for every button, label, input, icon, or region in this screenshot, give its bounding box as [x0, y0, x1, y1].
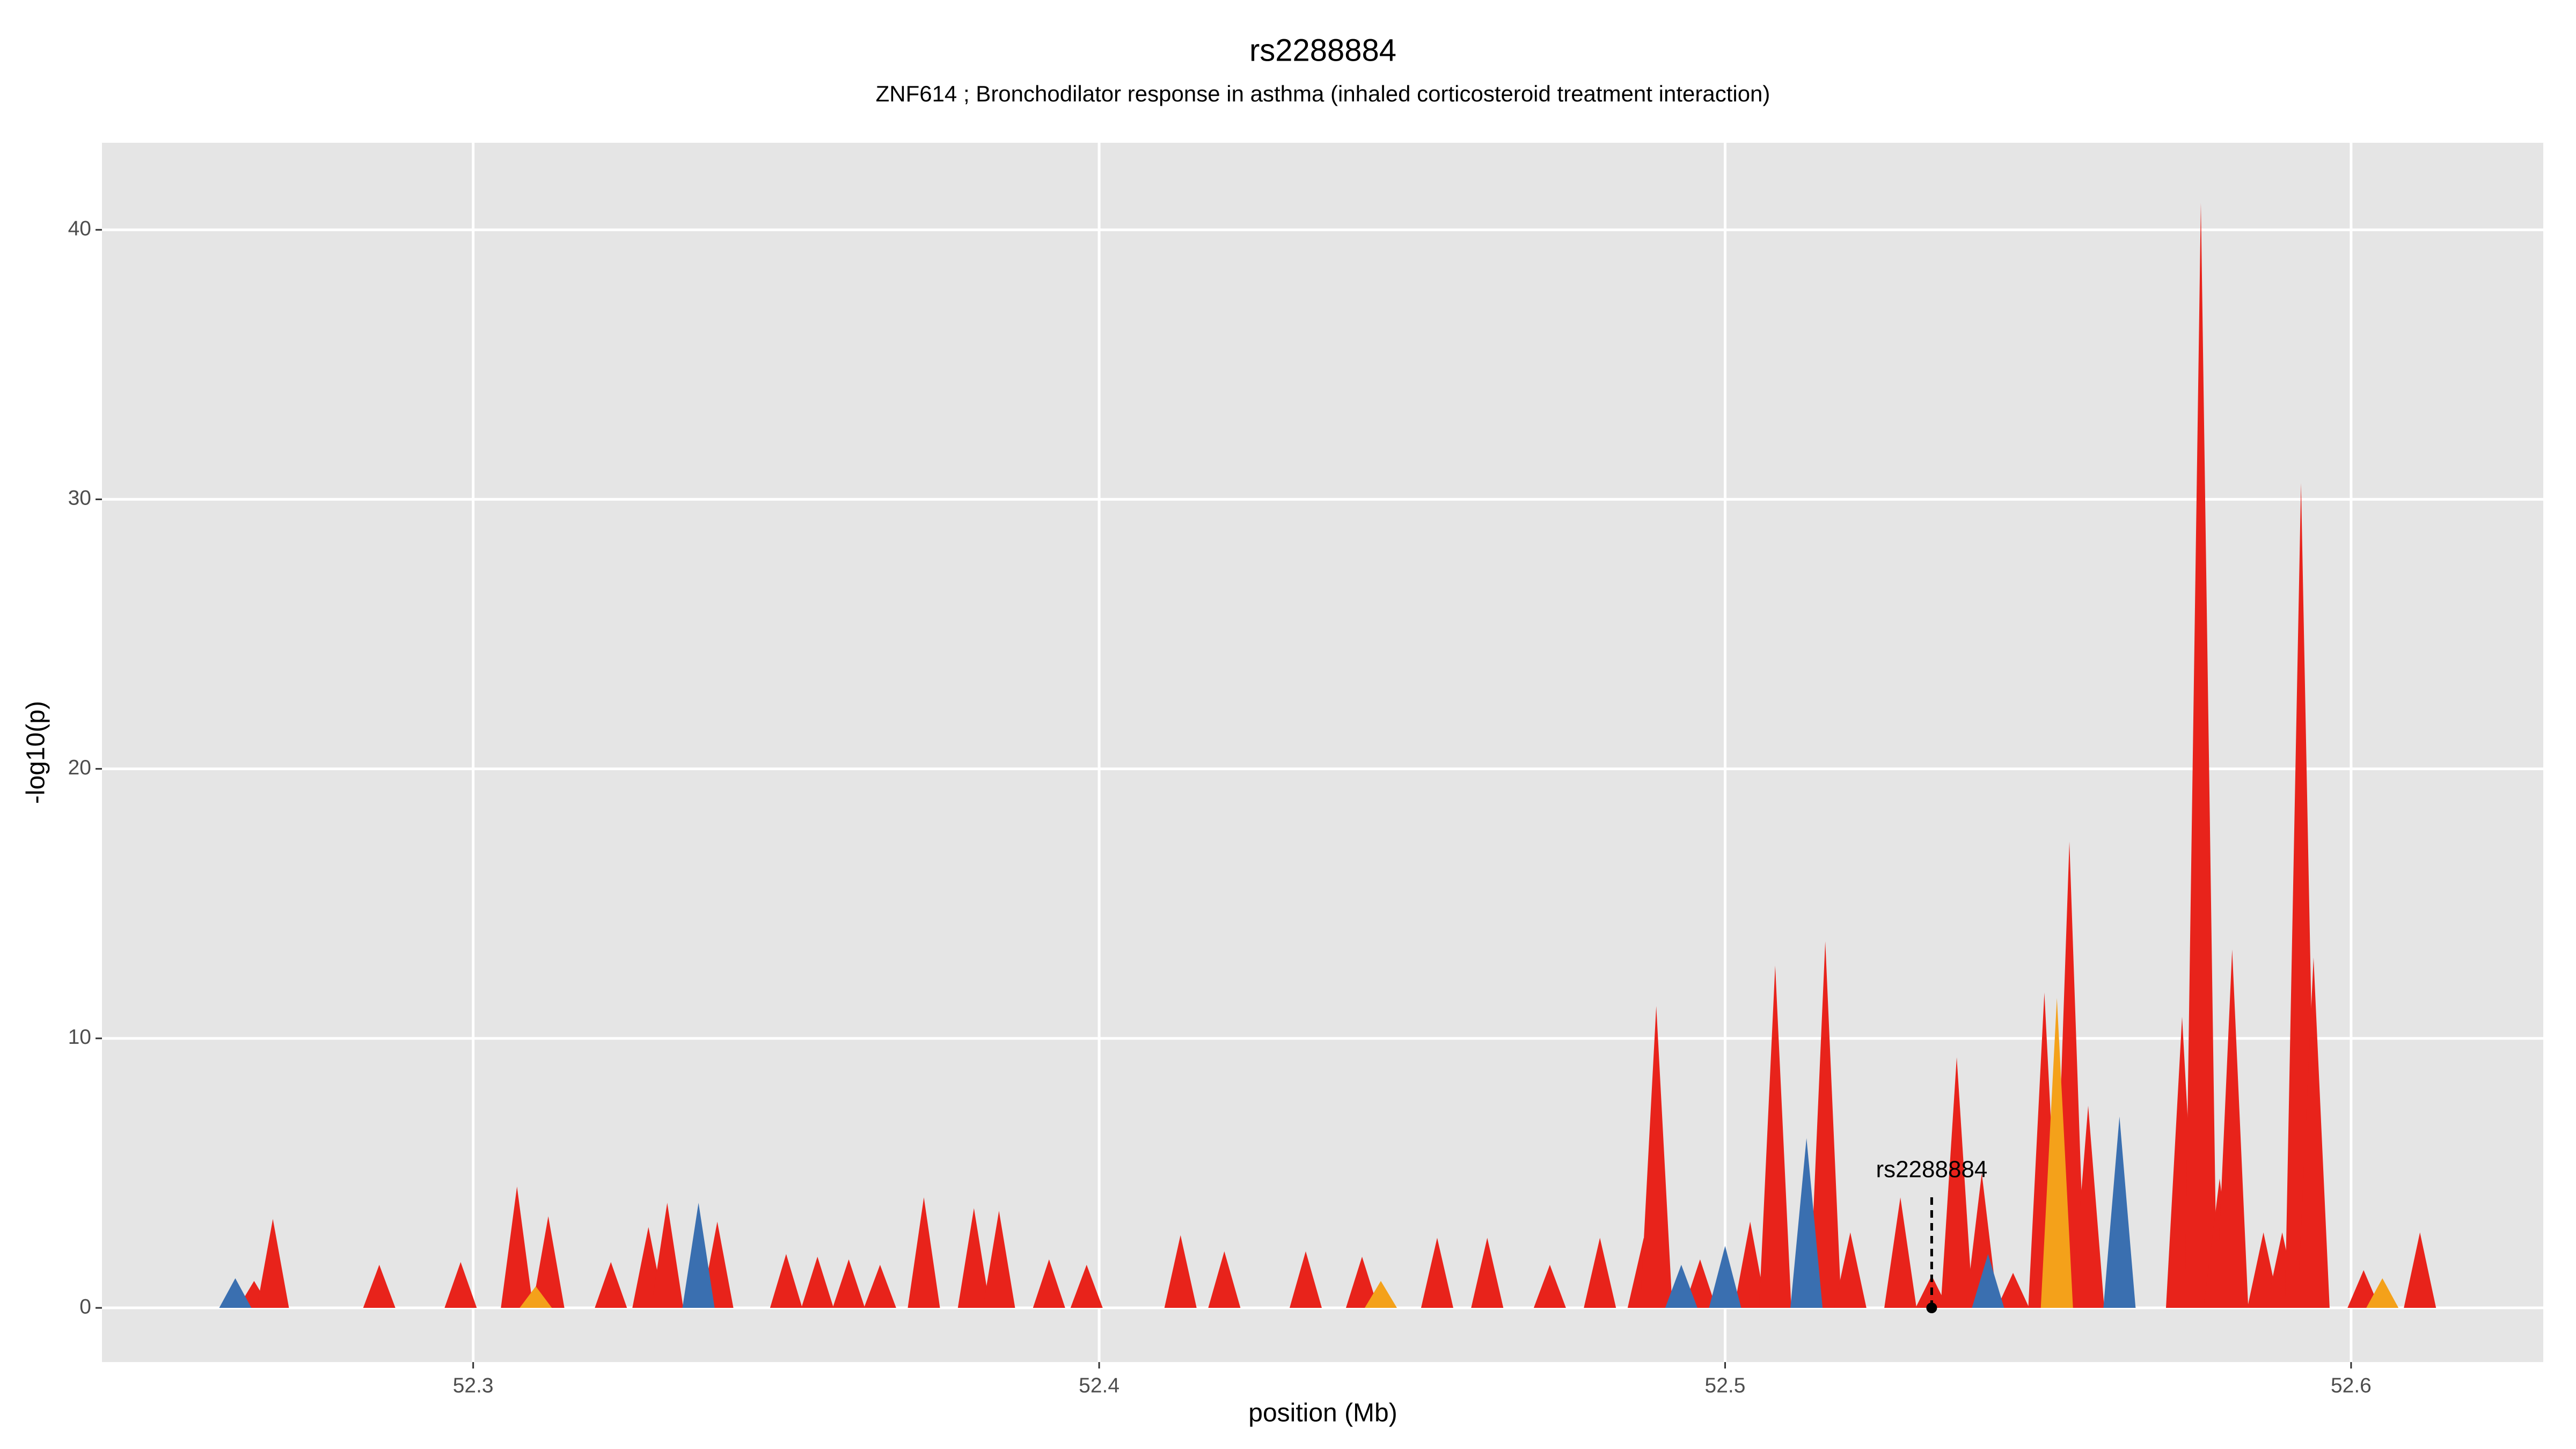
chart-title: rs2288884 — [1249, 33, 1396, 68]
x-tick-label: 52.4 — [1079, 1374, 1119, 1397]
spike — [219, 1278, 252, 1308]
spike — [1533, 1264, 1566, 1308]
y-tick-label: 30 — [68, 487, 91, 510]
spike — [651, 1203, 684, 1308]
spike — [2366, 1278, 2399, 1308]
spike — [1941, 1057, 1973, 1308]
spike — [1640, 1006, 1673, 1308]
spike — [1972, 1254, 2004, 1308]
spike — [1421, 1238, 1453, 1308]
spike — [1665, 1264, 1697, 1308]
spike — [682, 1203, 715, 1308]
spike — [1834, 1232, 1867, 1308]
spike — [1790, 1138, 1823, 1308]
spike — [444, 1262, 477, 1308]
spike — [1759, 965, 1791, 1308]
spike — [2216, 949, 2249, 1308]
spike — [1364, 1280, 1397, 1308]
spike — [363, 1264, 396, 1308]
spike — [1070, 1264, 1103, 1308]
x-axis-title: position (Mb) — [1248, 1399, 1397, 1428]
y-tick-label: 20 — [68, 756, 91, 779]
spike — [1884, 1197, 1917, 1308]
spike — [1809, 941, 1842, 1308]
spike — [770, 1254, 802, 1308]
spike — [1734, 1221, 1767, 1308]
spike — [957, 1208, 990, 1308]
spike — [595, 1262, 627, 1308]
spike — [1290, 1251, 1322, 1308]
annotation-point — [1926, 1302, 1937, 1314]
spike — [1164, 1235, 1197, 1308]
spike — [519, 1286, 552, 1308]
spike — [983, 1211, 1015, 1308]
x-tick-label: 52.6 — [2331, 1374, 2372, 1397]
y-axis-title: -log10(p) — [22, 701, 50, 804]
spike — [2103, 1116, 2136, 1308]
marks — [219, 202, 2436, 1308]
spike — [1345, 1256, 1378, 1308]
x-tick-label: 52.5 — [1705, 1374, 1746, 1397]
y-tick-label: 40 — [68, 217, 91, 240]
panel — [102, 143, 2543, 1362]
spike — [2040, 998, 2073, 1308]
spike — [863, 1264, 896, 1308]
spike — [1997, 1272, 2030, 1308]
spike — [1709, 1246, 1741, 1308]
spike — [2072, 1106, 2105, 1308]
annotation-label: rs2288884 — [1876, 1157, 1987, 1183]
y-tick-label: 0 — [79, 1295, 91, 1318]
spike — [832, 1259, 865, 1308]
spike — [908, 1197, 940, 1308]
spike — [2297, 957, 2330, 1308]
spike — [1208, 1251, 1241, 1308]
spike — [2404, 1232, 2436, 1308]
x-tick-label: 52.3 — [453, 1374, 494, 1397]
spike — [1471, 1238, 1504, 1308]
spike — [1584, 1238, 1616, 1308]
spike — [257, 1219, 289, 1308]
spike — [801, 1256, 834, 1308]
spike — [532, 1216, 565, 1308]
spike — [2184, 202, 2217, 1308]
spike — [1033, 1259, 1065, 1308]
y-tick-label: 10 — [68, 1026, 91, 1049]
chart-subtitle: ZNF614 ; Bronchodilator response in asth… — [876, 81, 1770, 106]
spike — [501, 1187, 533, 1308]
